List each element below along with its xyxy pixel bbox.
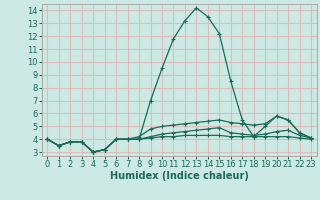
X-axis label: Humidex (Indice chaleur): Humidex (Indice chaleur) [110,171,249,181]
